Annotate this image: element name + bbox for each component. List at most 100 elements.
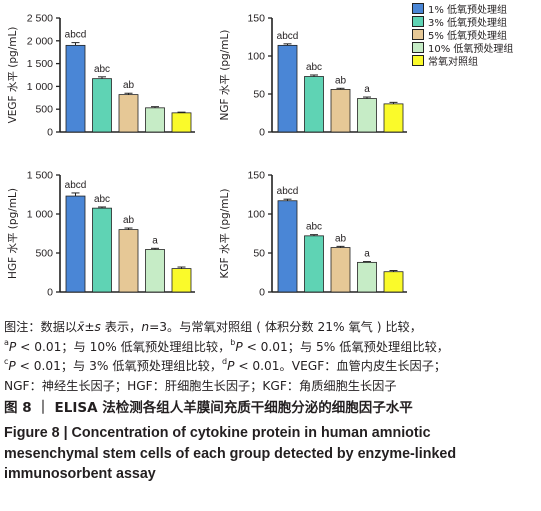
vegf-bar — [118, 94, 139, 133]
note-mean-sd: x̄±s — [77, 320, 101, 334]
kgf-data-label: ab — [335, 233, 347, 244]
legend-label-3pct: 3% 低氧预处理组 — [428, 18, 508, 29]
legend-swatch-5pct — [412, 29, 424, 40]
figure-title-en: Figure 8 | Concentration of cytokine pro… — [4, 423, 537, 485]
ngf-y-tick-label: 50 — [253, 89, 265, 101]
note-p: P — [8, 339, 17, 354]
kgf-y-tick-label: 100 — [247, 209, 265, 221]
vegf-y-tick-label: 2 000 — [27, 35, 53, 47]
legend-item-10pct: 10% 低氧预处理组 — [412, 41, 540, 55]
legend-label-10pct: 10% 低氧预处理组 — [428, 44, 514, 55]
legend-item-control: 常氧对照组 — [412, 54, 540, 68]
kgf-y-axis-label: KGF 水平 (pg/mL) — [219, 189, 231, 279]
legend-swatch-10pct — [412, 42, 424, 53]
note-n: n — [141, 320, 150, 334]
ngf-bar — [383, 103, 404, 133]
ngf-bar — [357, 98, 377, 133]
kgf-bar — [383, 271, 404, 293]
kgf-data-label: a — [364, 249, 370, 260]
hgf-y-tick-label: 1 000 — [27, 209, 53, 221]
ngf-data-label: a — [364, 84, 370, 95]
kgf-y-tick-label: 150 — [247, 170, 265, 182]
note-line-4: NGF：神经生长因子；HGF：肝细胞生长因子；KGF：角质细胞生长因子 — [4, 378, 397, 393]
vegf-bar — [171, 112, 192, 133]
hgf-bar — [171, 268, 192, 293]
note-text: < 0.01；与 5% 低氧预处理组比较， — [242, 339, 449, 354]
note-line-3: cP < 0.01；与 3% 低氧预处理组比较，dP < 0.01。VEGF：血… — [4, 357, 539, 377]
note-p: P — [235, 339, 243, 354]
ngf-data-label: ab — [335, 75, 347, 86]
note-sup: d — [222, 357, 228, 366]
vegf-y-tick-label: 1 500 — [27, 58, 53, 70]
note-p: P — [227, 359, 235, 373]
hgf-data-label: a — [152, 235, 158, 246]
legend-item-1pct: 1% 低氧预处理组 — [412, 2, 540, 16]
note-text: < 0.01。VEGF：血管内皮生长因子； — [234, 359, 447, 373]
note-line-2: aP < 0.01；与 10% 低氧预处理组比较，bP < 0.01；与 5% … — [4, 338, 539, 358]
vegf-bar — [65, 44, 86, 133]
hgf-y-tick-label: 500 — [35, 248, 53, 260]
vegf-y-tick-label: 2 500 — [27, 13, 53, 25]
note-line-1: 图注：数据以x̄±s 表示，n=3。与常氧对照组 ( 体积分数 21% 氧气 )… — [4, 318, 539, 338]
kgf-y-tick-label: 50 — [253, 248, 265, 260]
hgf-bar — [145, 249, 165, 293]
ngf-y-tick-label: 150 — [247, 13, 265, 25]
vegf-y-axis-label: VEGF 水平 (pg/mL) — [7, 27, 19, 124]
hgf-y-axis-label: HGF 水平 (pg/mL) — [7, 188, 19, 279]
kgf-data-label: abcd — [277, 186, 299, 197]
ngf-y-tick-label: 0 — [259, 127, 265, 139]
hgf-bar — [65, 195, 86, 293]
note-text: 表示， — [100, 320, 142, 334]
note-text: 图注：数据以 — [4, 320, 78, 334]
vegf-data-label: abc — [94, 64, 110, 75]
legend-item-5pct: 5% 低氧预处理组 — [412, 28, 540, 42]
legend-swatch-control — [412, 55, 424, 66]
hgf-data-label: ab — [123, 215, 135, 226]
legend-item-3pct: 3% 低氧预处理组 — [412, 15, 540, 29]
note-sup: a — [4, 337, 9, 347]
hgf-data-label: abc — [94, 194, 110, 205]
legend-label-1pct: 1% 低氧预处理组 — [428, 5, 508, 16]
ngf-data-label: abc — [306, 62, 322, 73]
kgf-bar — [277, 200, 298, 293]
vegf-y-tick-label: 0 — [47, 127, 53, 139]
note-text: =3。与常氧对照组 ( 体积分数 21% 氧气 ) 比较， — [149, 320, 422, 334]
note-text: < 0.01；与 10% 低氧预处理组比较， — [16, 339, 231, 354]
vegf-y-tick-label: 1 000 — [27, 81, 53, 93]
hgf-bar — [92, 207, 112, 293]
figure-note: 图注：数据以x̄±s 表示，n=3。与常氧对照组 ( 体积分数 21% 氧气 )… — [4, 318, 539, 396]
vegf-data-label: ab — [123, 80, 135, 91]
hgf-bar — [118, 229, 139, 293]
ngf-y-axis-label: NGF 水平 (pg/mL) — [219, 30, 231, 121]
ngf-bar — [304, 76, 324, 133]
legend-swatch-1pct — [412, 3, 424, 14]
figure-title-en-line: immunosorbent assay — [4, 466, 156, 482]
figure-title-en-line: mesenchymal stem cells of each group det… — [4, 445, 457, 462]
note-sup: c — [4, 357, 9, 366]
kgf-bar — [357, 261, 377, 293]
vegf-bar — [145, 107, 165, 133]
figure-title-cn: 图 8 ｜ ELISA 法检测各组人羊膜间充质干细胞分泌的细胞因子水平 — [4, 400, 413, 416]
vegf-y-tick-label: 500 — [35, 104, 53, 116]
vegf-bar — [92, 78, 112, 133]
kgf-bar — [330, 247, 351, 293]
ngf-data-label: abcd — [277, 31, 299, 42]
note-sup: b — [230, 337, 236, 347]
note-p: P — [8, 359, 16, 373]
ngf-bar — [330, 89, 351, 133]
legend-swatch-3pct — [412, 16, 424, 27]
kgf-bar — [304, 235, 324, 293]
vegf-data-label: abcd — [65, 30, 87, 41]
figure-title-en-line: Figure 8 | Concentration of cytokine pro… — [4, 425, 431, 441]
ngf-bar — [277, 44, 298, 133]
hgf-data-label: abcd — [65, 180, 87, 191]
kgf-y-tick-label: 0 — [259, 287, 265, 299]
note-text: < 0.01；与 3% 低氧预处理组比较， — [15, 359, 223, 373]
legend: 1% 低氧预处理组 3% 低氧预处理组 5% 低氧预处理组 10% 低氧预处理组… — [412, 2, 540, 68]
hgf-y-tick-label: 0 — [47, 287, 53, 299]
legend-label-5pct: 5% 低氧预处理组 — [428, 31, 508, 42]
kgf-data-label: abc — [306, 222, 322, 233]
hgf-y-tick-label: 1 500 — [27, 170, 53, 182]
legend-label-control: 常氧对照组 — [428, 57, 478, 68]
